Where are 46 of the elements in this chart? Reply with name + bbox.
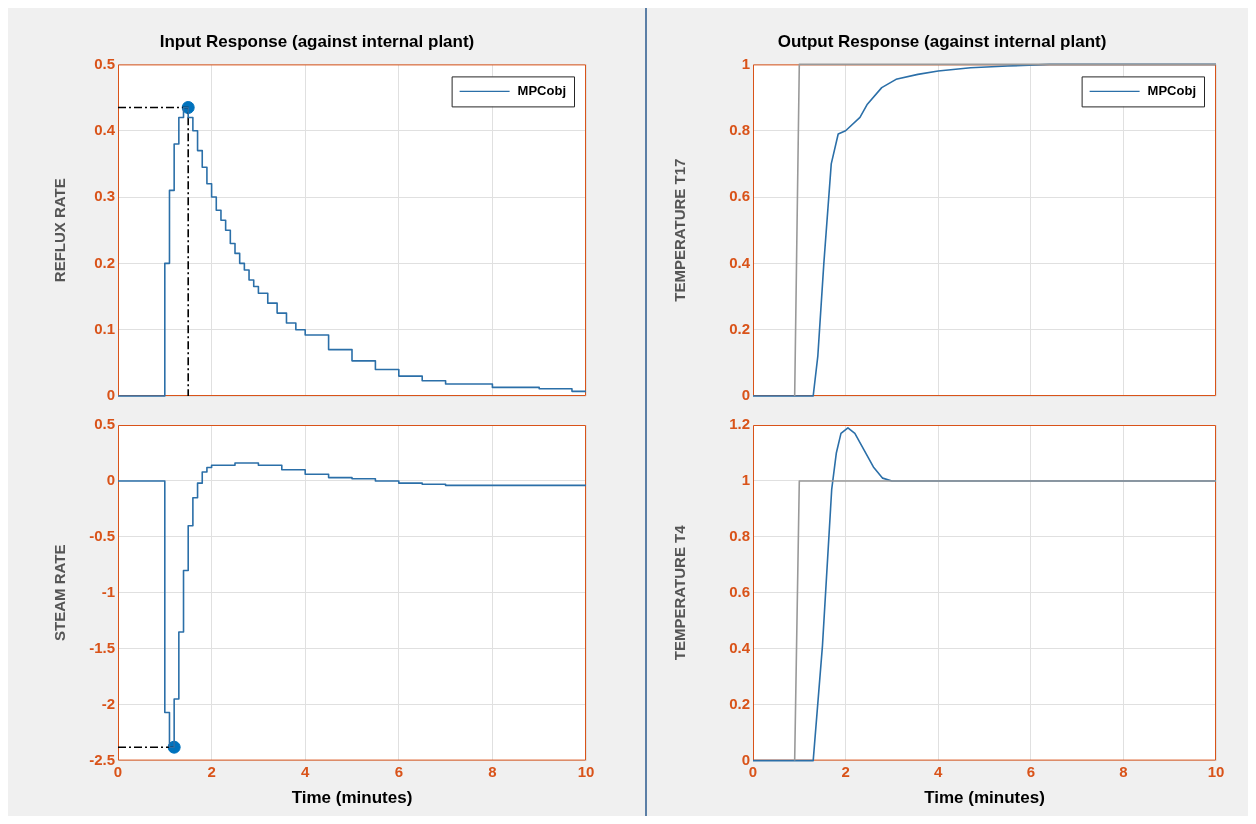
y-tick-label: 1.2	[729, 415, 750, 433]
x-tick-label: 10	[1207, 762, 1225, 780]
y-tick-label: 0.4	[729, 638, 751, 656]
x-axis-title: Time (minutes)	[291, 788, 413, 808]
x-tick-label: 2	[841, 762, 850, 780]
y-tick-label: -0.5	[89, 527, 115, 545]
y-tick-label: 0	[741, 750, 750, 768]
x-tick-label: 4	[301, 762, 311, 780]
y-tick-label: 0.4	[729, 253, 751, 271]
x-tick-label: 4	[934, 762, 944, 780]
legend-label: MPCobj	[1147, 82, 1197, 98]
y-tick-label: 0.8	[729, 120, 750, 138]
x-tick-label: 10	[577, 762, 595, 780]
y-tick-label: 0	[106, 386, 115, 404]
y-tick-label: 0	[741, 386, 750, 404]
x-axis-title: Time (minutes)	[924, 788, 1045, 808]
y-tick-label: 0.8	[729, 527, 750, 545]
y-tick-label: -2.5	[89, 750, 115, 768]
y-tick-label: 0.4	[94, 120, 116, 138]
y-tick-label: 0.1	[94, 319, 115, 337]
y-axis-title: REFLUX RATE	[51, 178, 69, 283]
y-axis-title: TEMPERATURE T17	[671, 158, 689, 302]
x-tick-label: 6	[394, 762, 403, 780]
y-tick-label: 1	[741, 54, 750, 72]
x-tick-label: 2	[207, 762, 216, 780]
y-tick-label: 0.2	[729, 319, 750, 337]
y-tick-label: -1.5	[89, 638, 115, 656]
y-axis-title: TEMPERATURE T4	[671, 524, 689, 661]
y-tick-label: 0	[106, 471, 115, 489]
y-tick-label: 0.6	[729, 187, 750, 205]
chart-title: Output Response (against internal plant)	[777, 31, 1107, 51]
y-tick-label: 1	[741, 471, 750, 489]
y-tick-label: 0.3	[94, 187, 115, 205]
x-tick-label: 6	[1026, 762, 1035, 780]
y-tick-label: 0.5	[94, 415, 115, 433]
legend-label: MPCobj	[517, 82, 567, 98]
y-tick-label: 0.6	[729, 582, 750, 600]
y-tick-label: 0.5	[94, 54, 115, 72]
y-tick-label: -2	[101, 694, 115, 712]
x-tick-label: 8	[1119, 762, 1128, 780]
x-tick-label: 8	[488, 762, 497, 780]
y-tick-label: 0.2	[729, 694, 750, 712]
y-tick-label: -1	[101, 582, 115, 600]
chart-title: Input Response (against internal plant)	[159, 31, 475, 51]
y-tick-label: 0.2	[94, 253, 115, 271]
y-axis-title: STEAM RATE	[51, 544, 69, 641]
